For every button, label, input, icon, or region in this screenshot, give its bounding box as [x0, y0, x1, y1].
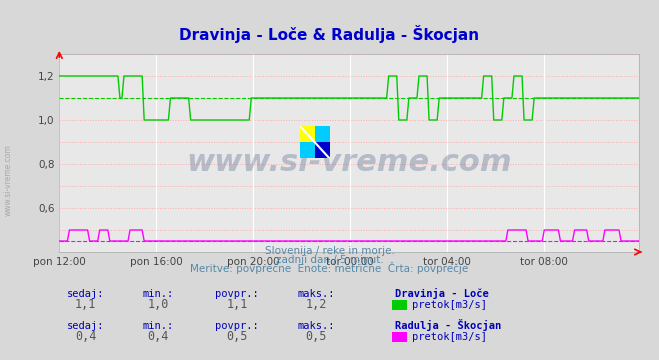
Bar — [315, 142, 330, 158]
Text: pretok[m3/s]: pretok[m3/s] — [412, 332, 487, 342]
Bar — [315, 126, 330, 142]
Text: 0,5: 0,5 — [306, 330, 327, 343]
Text: pretok[m3/s]: pretok[m3/s] — [412, 300, 487, 310]
Text: Slovenija / reke in morje.: Slovenija / reke in morje. — [264, 246, 395, 256]
Text: sedaj:: sedaj: — [67, 321, 104, 332]
Text: maks.:: maks.: — [298, 289, 335, 299]
Text: 1,2: 1,2 — [306, 298, 327, 311]
Text: zadnji dan / 5 minut.: zadnji dan / 5 minut. — [275, 255, 384, 265]
Text: 1,0: 1,0 — [148, 298, 169, 311]
Text: min.:: min.: — [142, 289, 174, 299]
Text: 1,1: 1,1 — [75, 298, 96, 311]
Text: sedaj:: sedaj: — [67, 289, 104, 299]
Text: 0,5: 0,5 — [227, 330, 248, 343]
Text: 0,4: 0,4 — [75, 330, 96, 343]
Text: 1,1: 1,1 — [227, 298, 248, 311]
Text: www.si-vreme.com: www.si-vreme.com — [3, 144, 13, 216]
Text: Radulja - Škocjan: Radulja - Škocjan — [395, 319, 501, 332]
Bar — [300, 126, 315, 142]
Text: Meritve: povprečne  Enote: metrične  Črta: povprečje: Meritve: povprečne Enote: metrične Črta:… — [190, 262, 469, 274]
Text: 0,4: 0,4 — [148, 330, 169, 343]
Text: maks.:: maks.: — [298, 321, 335, 332]
Bar — [300, 142, 315, 158]
Text: www.si-vreme.com: www.si-vreme.com — [186, 148, 512, 177]
Text: povpr.:: povpr.: — [215, 321, 259, 332]
Text: povpr.:: povpr.: — [215, 289, 259, 299]
Text: Dravinja - Loče: Dravinja - Loče — [395, 288, 489, 299]
Text: min.:: min.: — [142, 321, 174, 332]
Text: Dravinja - Loče & Radulja - Škocjan: Dravinja - Loče & Radulja - Škocjan — [179, 25, 480, 43]
